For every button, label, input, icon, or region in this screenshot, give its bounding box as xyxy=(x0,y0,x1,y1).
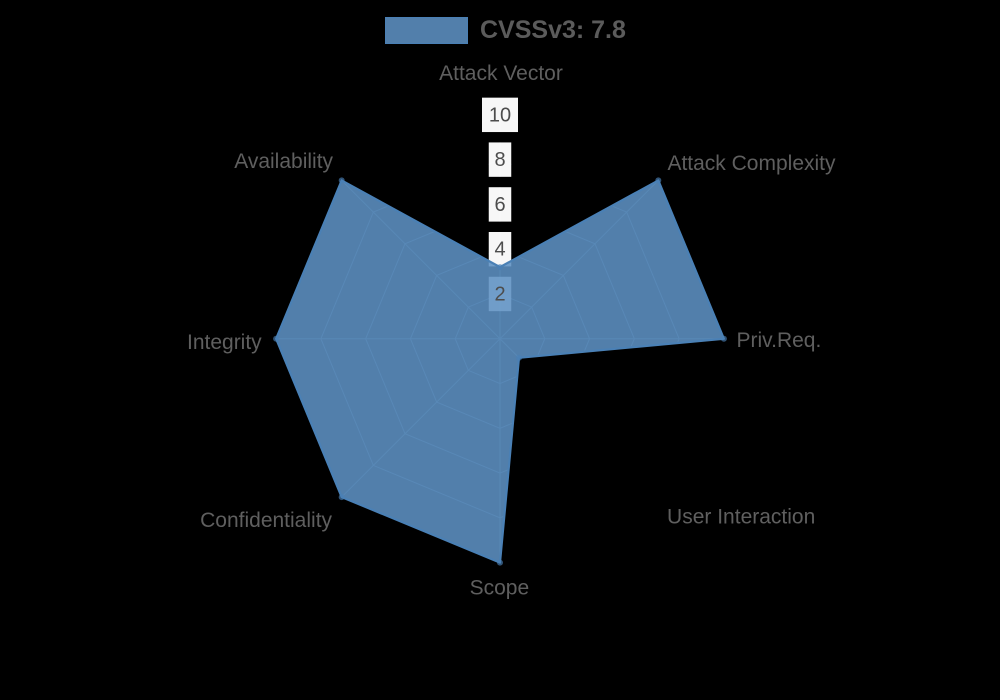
svg-text:Confidentiality: Confidentiality xyxy=(200,509,332,532)
svg-text:2: 2 xyxy=(494,283,505,305)
svg-text:Integrity: Integrity xyxy=(187,331,262,354)
svg-text:Attack Complexity: Attack Complexity xyxy=(667,152,836,175)
svg-text:Priv.Req.: Priv.Req. xyxy=(737,329,822,352)
svg-text:8: 8 xyxy=(494,149,505,171)
svg-text:Scope: Scope xyxy=(470,577,530,600)
svg-text:User Interaction: User Interaction xyxy=(667,505,815,528)
svg-text:10: 10 xyxy=(489,104,511,126)
svg-text:4: 4 xyxy=(494,239,505,261)
svg-text:Availability: Availability xyxy=(234,150,333,173)
svg-text:Attack Vector: Attack Vector xyxy=(439,62,563,85)
svg-text:6: 6 xyxy=(494,194,505,216)
